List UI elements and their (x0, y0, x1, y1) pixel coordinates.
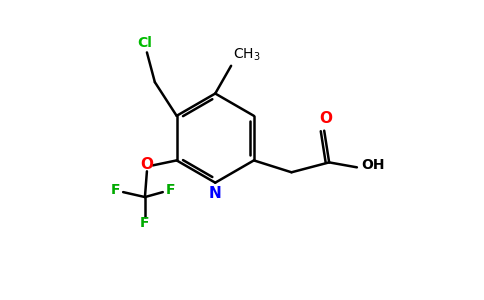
Text: OH: OH (361, 158, 384, 172)
Text: N: N (209, 186, 222, 201)
Text: F: F (110, 183, 120, 197)
Text: F: F (166, 183, 175, 197)
Text: Cl: Cl (137, 36, 152, 50)
Text: O: O (140, 157, 153, 172)
Text: CH$_3$: CH$_3$ (233, 46, 261, 63)
Text: F: F (140, 216, 150, 230)
Text: O: O (320, 111, 333, 126)
